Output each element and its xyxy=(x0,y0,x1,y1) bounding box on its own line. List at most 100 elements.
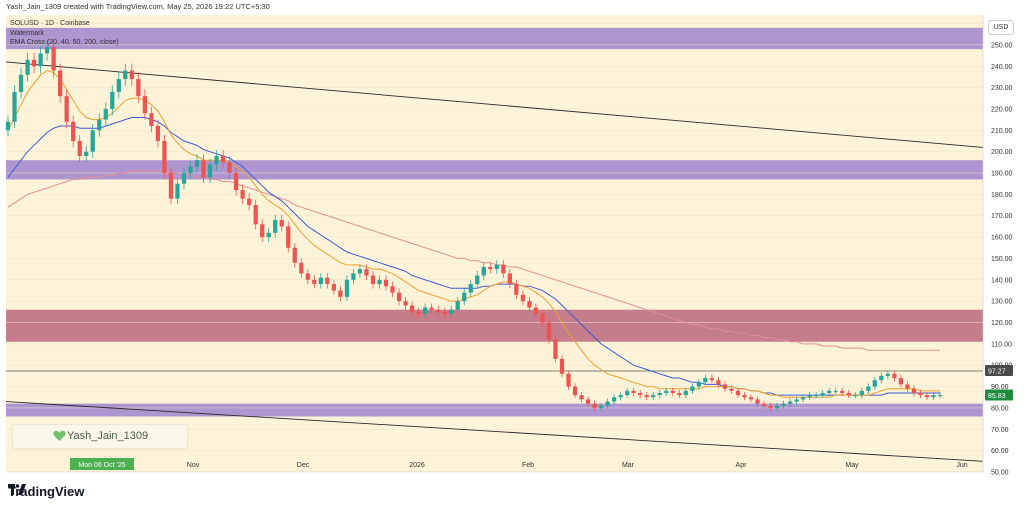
candle-body xyxy=(449,309,454,314)
price-label-text: 97.27 xyxy=(988,369,1006,376)
candle xyxy=(38,46,43,74)
candle-body xyxy=(442,311,447,314)
candle-body xyxy=(572,386,578,396)
candle-body xyxy=(892,373,897,379)
candle xyxy=(481,262,486,281)
candle-body xyxy=(292,247,297,263)
candle xyxy=(279,214,284,232)
candle xyxy=(644,392,649,401)
candle-body xyxy=(677,392,682,396)
candle xyxy=(97,113,102,137)
candle-body xyxy=(924,395,930,398)
price-tick-label: 250.00 xyxy=(991,42,1013,49)
candle-body xyxy=(136,79,141,97)
price-tick-label: 200.00 xyxy=(991,149,1013,156)
candle xyxy=(514,279,519,300)
legend-indicator[interactable]: EMA Cross (20, 40, 50, 200, close) xyxy=(10,39,119,46)
candle-body xyxy=(651,395,656,398)
candle xyxy=(77,134,82,162)
candle xyxy=(618,392,623,401)
candle xyxy=(253,199,258,230)
time-axis[interactable]: Mon 06 Oct '25 Nov Dec 2026 Feb Mar Apr May Jun xyxy=(6,458,983,473)
candle-body xyxy=(312,279,317,285)
candle-body xyxy=(605,401,610,406)
candle-body xyxy=(253,205,258,225)
candle xyxy=(260,219,265,243)
candle xyxy=(338,286,343,302)
candle-body xyxy=(592,403,597,408)
candle-body xyxy=(781,403,786,406)
candle-body xyxy=(383,279,389,287)
candle-body xyxy=(683,390,688,396)
candle-body xyxy=(514,284,519,295)
candle xyxy=(494,260,499,274)
candle-body xyxy=(703,378,708,383)
candle xyxy=(755,396,760,407)
candle-body xyxy=(748,397,754,400)
price-tick-label: 220.00 xyxy=(991,106,1013,113)
candle xyxy=(162,134,167,179)
candle xyxy=(892,370,897,382)
candle-body xyxy=(833,390,838,392)
candle xyxy=(918,389,923,399)
candle xyxy=(299,258,304,278)
candle-body xyxy=(403,301,408,306)
price-tick-label: 110.00 xyxy=(991,341,1012,348)
tradingview-brand[interactable]: TradingView xyxy=(8,484,84,499)
candle-body xyxy=(331,284,336,291)
candle xyxy=(872,376,877,390)
candle xyxy=(866,383,871,394)
price-axis[interactable]: 50.0060.0070.0080.0090.00100.00110.00120… xyxy=(982,15,1013,477)
candle xyxy=(416,307,421,319)
candle-body xyxy=(664,390,669,393)
time-tick-label: Feb xyxy=(522,462,534,469)
currency-button[interactable]: USD xyxy=(988,20,1014,35)
candle-body xyxy=(220,155,226,163)
candle-body xyxy=(247,198,252,206)
candle xyxy=(924,392,930,401)
candle-body xyxy=(546,322,552,340)
candle-body xyxy=(318,277,323,285)
candle-body xyxy=(468,284,473,293)
candle-body xyxy=(540,313,545,323)
candle xyxy=(885,370,890,380)
price-tick-label: 160.00 xyxy=(991,235,1013,242)
candle-body xyxy=(77,140,82,156)
candle xyxy=(318,273,323,289)
candle-body xyxy=(507,273,512,285)
candle xyxy=(690,383,695,394)
candle-body xyxy=(44,47,50,54)
candle xyxy=(403,296,408,310)
candle-body xyxy=(761,403,767,406)
candle-body xyxy=(905,384,910,389)
candle-body xyxy=(110,91,115,109)
price-tick-label: 210.00 xyxy=(991,128,1013,135)
candle-body xyxy=(859,390,864,396)
candle xyxy=(664,387,669,397)
candle xyxy=(214,150,219,171)
candle-body xyxy=(5,121,11,131)
zone-band-purple xyxy=(6,27,983,50)
candle xyxy=(703,374,708,386)
price-labels-layer: 97.27 85.83 xyxy=(985,365,1013,401)
candle xyxy=(657,389,662,399)
candle xyxy=(729,385,734,394)
legend-symbol[interactable]: SOLUSD · 1D · Coinbase xyxy=(10,20,90,27)
chart-caption: Yash_Jain_1309 created with TradingView.… xyxy=(6,2,270,11)
legend-watermark[interactable]: Watermark xyxy=(10,29,44,37)
price-tick-label: 190.00 xyxy=(991,171,1013,178)
candle-body xyxy=(266,232,271,238)
candle xyxy=(553,335,558,363)
candle-body xyxy=(429,307,434,310)
candle xyxy=(123,63,128,86)
candle xyxy=(677,389,682,399)
time-tick-label: Mon 06 Oct '25 xyxy=(78,462,125,469)
candle-body xyxy=(357,269,363,274)
candle xyxy=(585,396,591,407)
candle xyxy=(462,288,467,306)
candle-body xyxy=(559,358,565,374)
candle xyxy=(709,374,715,384)
candle xyxy=(84,145,89,162)
candle-body xyxy=(71,121,76,141)
